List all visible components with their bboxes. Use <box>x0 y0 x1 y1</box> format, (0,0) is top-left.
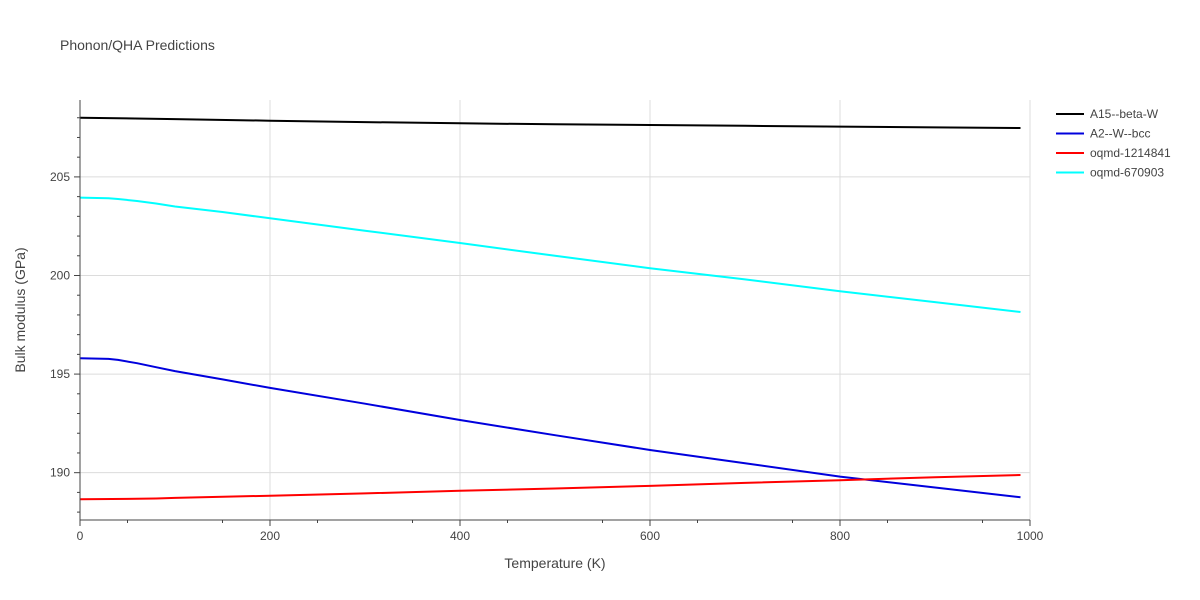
x-axis-ticks: 0 200 400 600 800 1000 <box>77 520 1044 543</box>
legend-label: oqmd-1214841 <box>1090 146 1171 160</box>
series-line-oqmd-1214841 <box>79 474 1021 501</box>
y-axis-title: Bulk modulus (GPa) <box>12 247 28 372</box>
legend[interactable]: A15--beta-W A2--W--bcc oqmd-1214841 oqmd-67… <box>1056 107 1171 180</box>
series-line-A2--W--bcc <box>79 357 1021 499</box>
grid <box>80 100 1031 520</box>
y-tick-label: 195 <box>50 367 70 381</box>
legend-label: A2--W--bcc <box>1090 127 1150 141</box>
legend-item[interactable]: oqmd-1214841 <box>1056 146 1171 160</box>
x-axis-title: Temperature (K) <box>504 555 605 571</box>
series-line-A15--beta-W <box>79 116 1021 129</box>
x-tick-label: 200 <box>260 529 280 543</box>
legend-label: A15--beta-W <box>1090 107 1159 121</box>
y-tick-label: 200 <box>50 268 70 282</box>
x-tick-label: 1000 <box>1017 529 1044 543</box>
x-tick-label: 800 <box>830 529 850 543</box>
series-line-oqmd-670903 <box>79 196 1021 313</box>
x-tick-label: 400 <box>450 529 470 543</box>
legend-item[interactable]: A15--beta-W <box>1056 107 1159 121</box>
axes <box>79 100 1030 521</box>
legend-label: oqmd-670903 <box>1090 166 1164 180</box>
chart-title: Phonon/QHA Predictions <box>60 37 215 53</box>
legend-item[interactable]: A2--W--bcc <box>1056 127 1150 141</box>
x-tick-label: 600 <box>640 529 660 543</box>
y-axis-ticks: 190 195 200 205 <box>50 117 80 513</box>
x-tick-label: 0 <box>77 529 84 543</box>
y-tick-label: 190 <box>50 466 70 480</box>
y-tick-label: 205 <box>50 170 70 184</box>
plot-lines <box>79 116 1021 501</box>
legend-item[interactable]: oqmd-670903 <box>1056 166 1164 180</box>
